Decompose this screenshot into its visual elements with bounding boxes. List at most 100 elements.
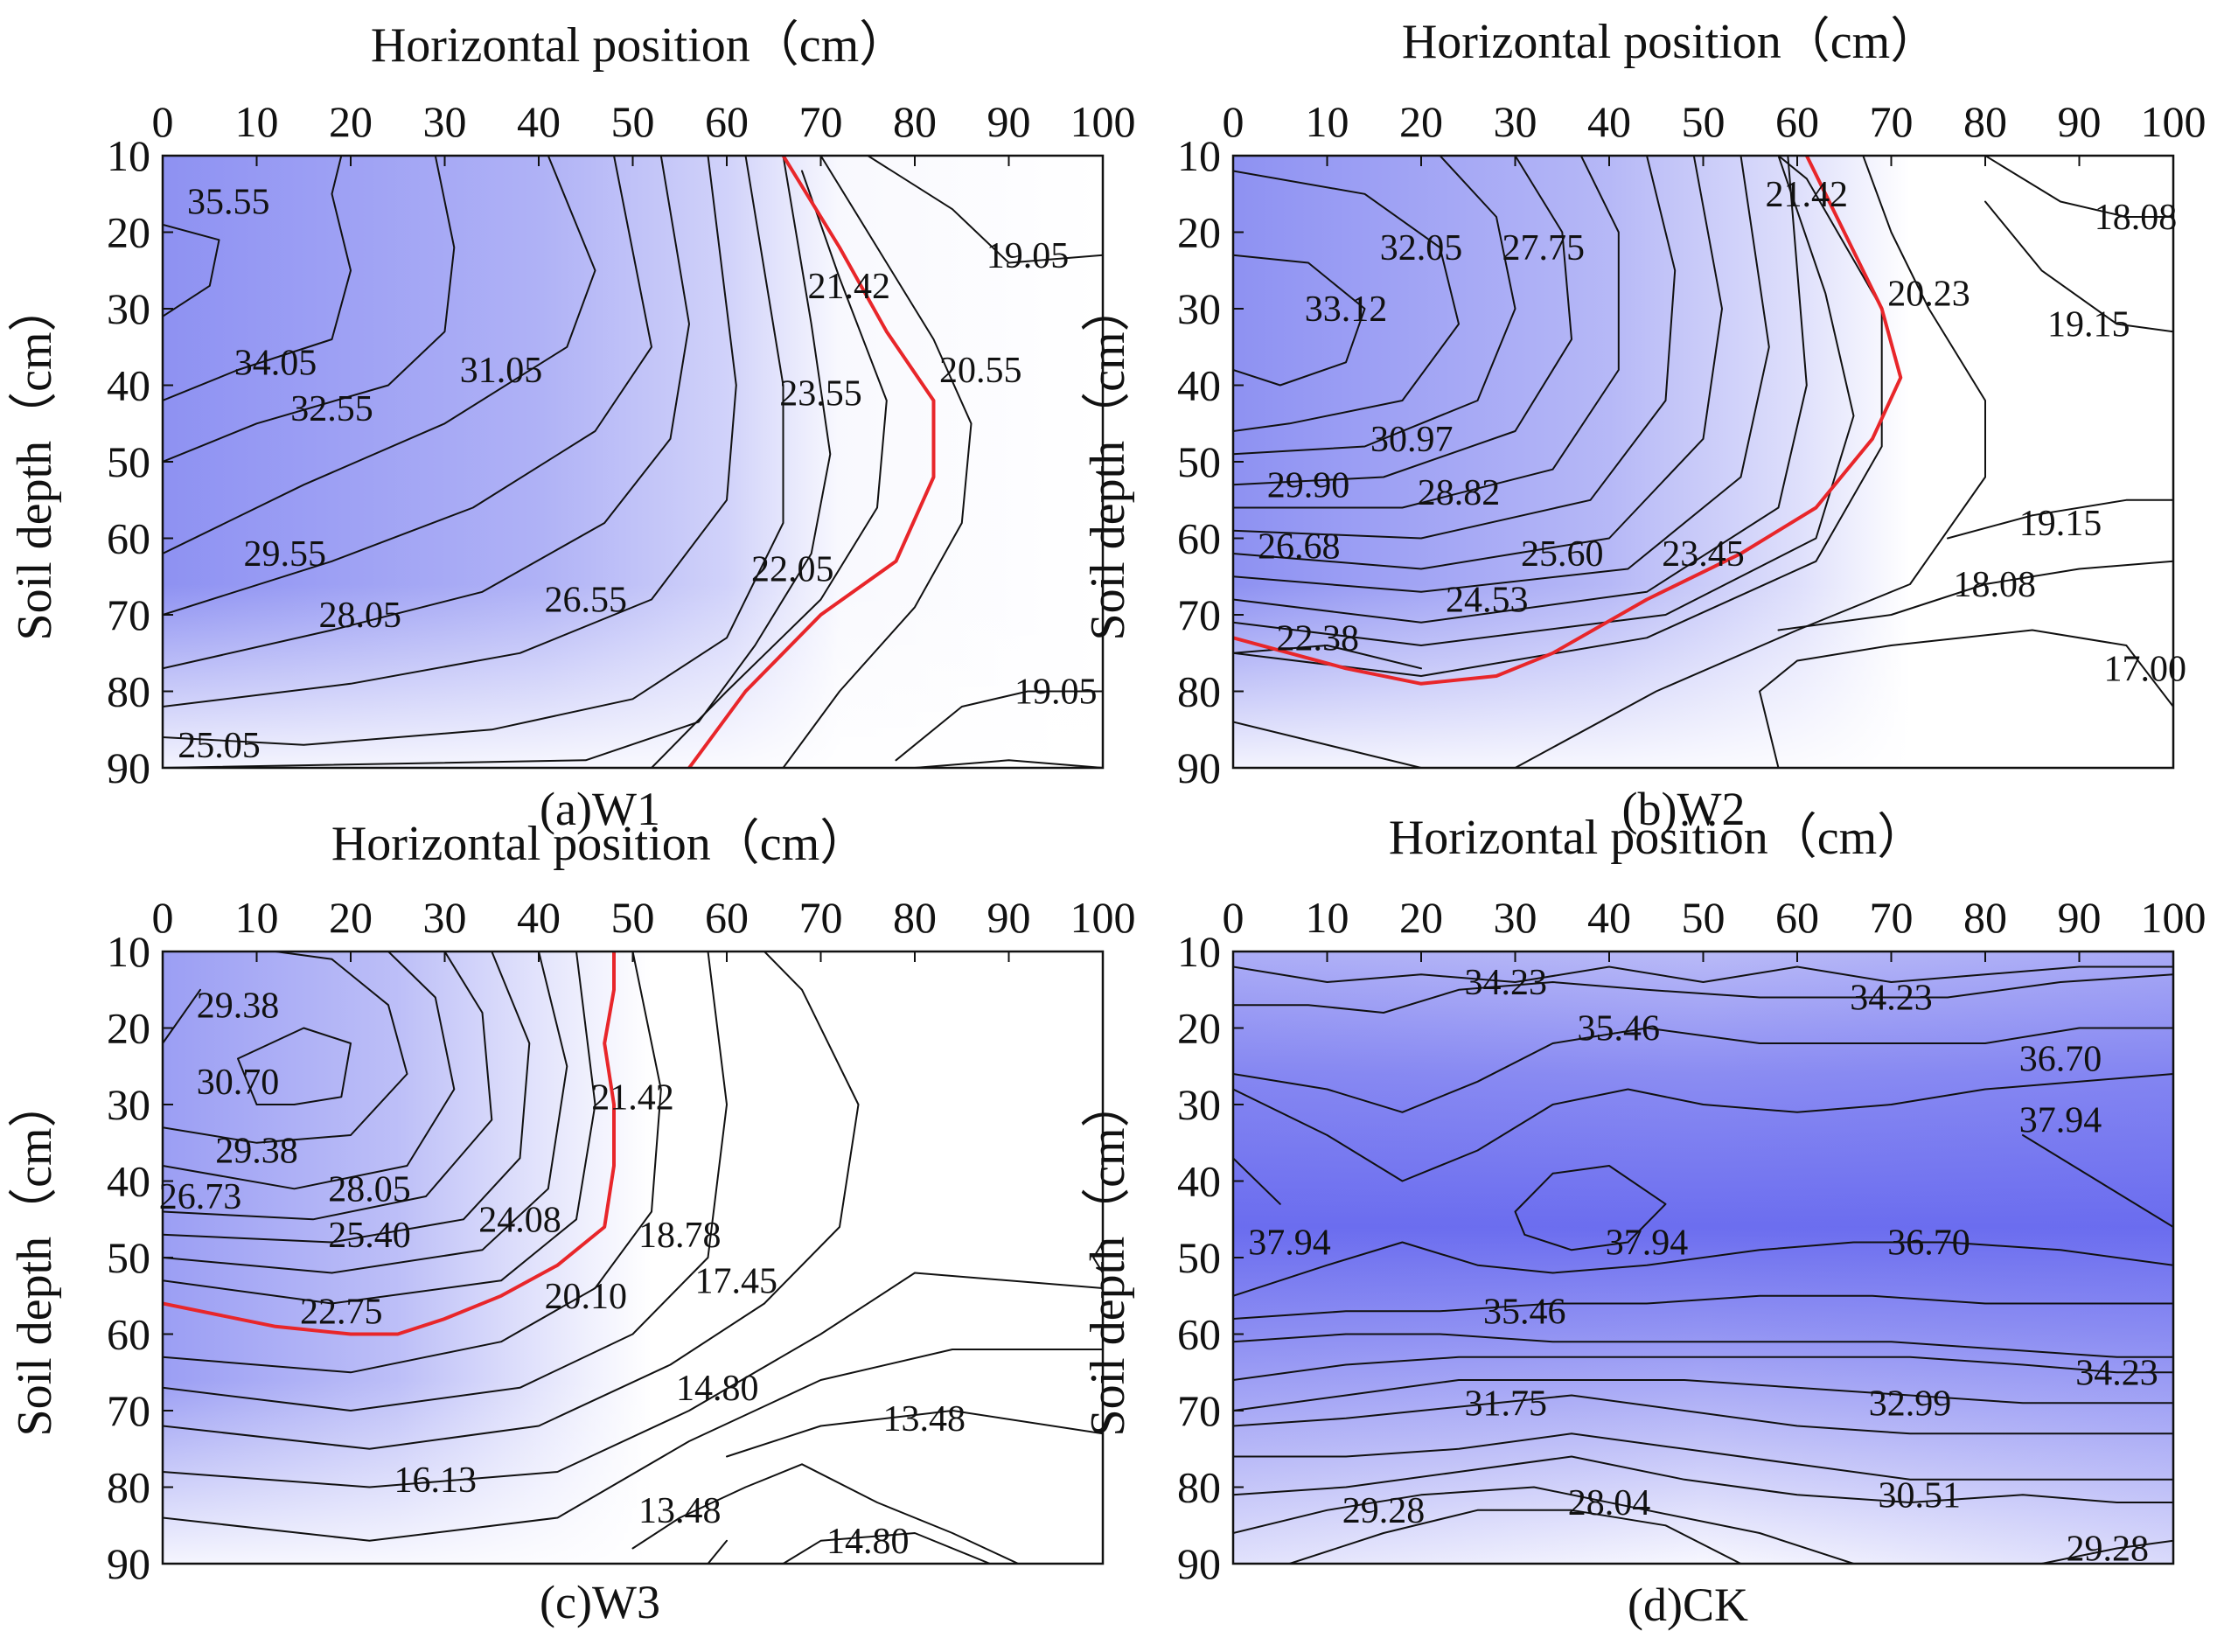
- contour-line: [1233, 1356, 2173, 1381]
- contour-label: 31.05: [460, 351, 543, 391]
- x-tick-label: 70: [1870, 97, 1914, 146]
- contour-line: [1233, 156, 1808, 624]
- contour-line: [163, 156, 652, 616]
- contour-label: 25.05: [178, 726, 261, 766]
- contour-label: 29.28: [1342, 1491, 1426, 1531]
- x-axis-title: Horizontal position（cm）: [331, 817, 868, 871]
- contour-line: [1233, 156, 1620, 509]
- contour-label: 28.05: [319, 596, 402, 636]
- y-tick-label: 10: [1177, 131, 1221, 180]
- contour-line: [1233, 1379, 2173, 1412]
- contour-line: [1233, 1455, 2173, 1503]
- y-tick-label: 10: [107, 927, 150, 976]
- contour-line-highlight: [687, 156, 936, 768]
- contour-line: [163, 1272, 1103, 1488]
- x-tick-label: 0: [1223, 97, 1244, 146]
- x-tick-label: 0: [152, 893, 174, 942]
- contour-lines: [163, 156, 1103, 768]
- contour-label: 22.38: [1277, 618, 1360, 659]
- contour-line: [867, 156, 1103, 264]
- contour-label: 14.80: [826, 1522, 910, 1562]
- contour-line: [1233, 973, 2173, 1014]
- contour-line: [1947, 498, 2173, 540]
- contour-line: [1233, 1394, 2173, 1435]
- contour-label: 35.46: [1578, 1009, 1661, 1049]
- y-axis-title: Soil depth（cm）: [1081, 1078, 1135, 1436]
- y-tick-label: 50: [107, 1233, 150, 1282]
- contour-label: 26.73: [159, 1177, 242, 1217]
- contour-line: [163, 951, 408, 1144]
- contour-line: [237, 1027, 352, 1105]
- contour-label: 19.05: [1014, 673, 1098, 713]
- x-tick-label: 70: [799, 97, 843, 146]
- contour-label: 29.38: [215, 1132, 298, 1172]
- contour-line: [163, 156, 832, 768]
- x-tick-label: 100: [1070, 97, 1136, 146]
- contour-line: [1233, 1241, 2173, 1297]
- contour-line: [1233, 1027, 2173, 1113]
- contour-label: 35.55: [187, 183, 270, 223]
- contour-label: 34.05: [234, 343, 317, 383]
- contour-line: [1233, 645, 1422, 670]
- contour-line-highlight: [1233, 156, 1903, 686]
- contour-line: [1233, 1432, 2173, 1481]
- contour-label: 34.23: [2075, 1353, 2158, 1393]
- contour-label: 18.08: [1954, 565, 2037, 605]
- x-tick-label: 90: [987, 97, 1031, 146]
- contour-label: 29.55: [244, 534, 327, 575]
- x-tick-label: 10: [235, 97, 279, 146]
- x-tick-label: 60: [1775, 893, 1819, 942]
- contour-line: [1233, 156, 1572, 486]
- x-tick-label: 80: [893, 893, 937, 942]
- contour-label: 20.23: [1887, 275, 1970, 315]
- contour-label: 19.05: [987, 236, 1070, 276]
- contour-lines: [163, 951, 1103, 1564]
- x-tick-label: 50: [1682, 893, 1726, 942]
- y-tick-label: 70: [1177, 590, 1221, 639]
- x-tick-label: 30: [1494, 893, 1537, 942]
- y-tick-label: 20: [107, 208, 150, 257]
- y-tick-label: 20: [1177, 208, 1221, 257]
- contour-label: 27.75: [1502, 228, 1586, 268]
- contour-label: 19.15: [2047, 305, 2130, 345]
- contour-line: [163, 156, 456, 463]
- contour-label: 32.55: [290, 389, 373, 429]
- x-tick-label: 30: [423, 893, 467, 942]
- y-tick-label: 60: [1177, 514, 1221, 563]
- y-tick-label: 60: [107, 1310, 150, 1359]
- x-tick-label: 0: [152, 97, 174, 146]
- contour-label: 13.48: [638, 1491, 722, 1531]
- y-tick-label: 90: [1177, 1539, 1221, 1588]
- y-tick-label: 70: [1177, 1386, 1221, 1435]
- y-tick-label: 70: [107, 590, 150, 639]
- x-tick-label: 50: [611, 97, 655, 146]
- contour-label: 19.15: [2019, 504, 2102, 544]
- contour-label: 23.55: [779, 373, 862, 414]
- y-tick-label: 40: [1177, 361, 1221, 410]
- y-tick-label: 60: [1177, 1310, 1221, 1359]
- x-tick-label: 90: [2058, 893, 2102, 942]
- contour-label: 32.99: [1869, 1384, 1952, 1424]
- panel-w3: Horizontal position（cm） Soil depth（cm） (…: [8, 817, 1136, 1628]
- contour-label: 23.45: [1662, 534, 1745, 575]
- contour-line: [1759, 629, 2173, 768]
- contour-line: [1233, 1333, 2173, 1358]
- x-tick-label: 60: [705, 893, 749, 942]
- panel-w1: Horizontal position（cm） Soil depth（cm） (…: [8, 18, 1136, 835]
- y-tick-label: 70: [107, 1386, 150, 1435]
- contour-lines: [1233, 965, 2173, 1564]
- x-tick-label: 40: [1587, 893, 1631, 942]
- y-tick-label: 40: [107, 1157, 150, 1206]
- contour-label: 37.94: [1606, 1223, 1689, 1264]
- contour-label: 24.53: [1446, 581, 1529, 621]
- y-tick-label: 30: [107, 1080, 150, 1129]
- contour-label: 29.90: [1267, 465, 1350, 505]
- x-tick-label: 20: [1399, 893, 1443, 942]
- contour-label: 20.10: [545, 1277, 628, 1317]
- contour-line: [163, 156, 784, 746]
- x-tick-label: 40: [517, 893, 561, 942]
- y-tick-label: 40: [1177, 1157, 1221, 1206]
- x-tick-label: 80: [893, 97, 937, 146]
- contour-label: 20.55: [939, 351, 1022, 391]
- plot-background-overlay: [1233, 156, 2173, 768]
